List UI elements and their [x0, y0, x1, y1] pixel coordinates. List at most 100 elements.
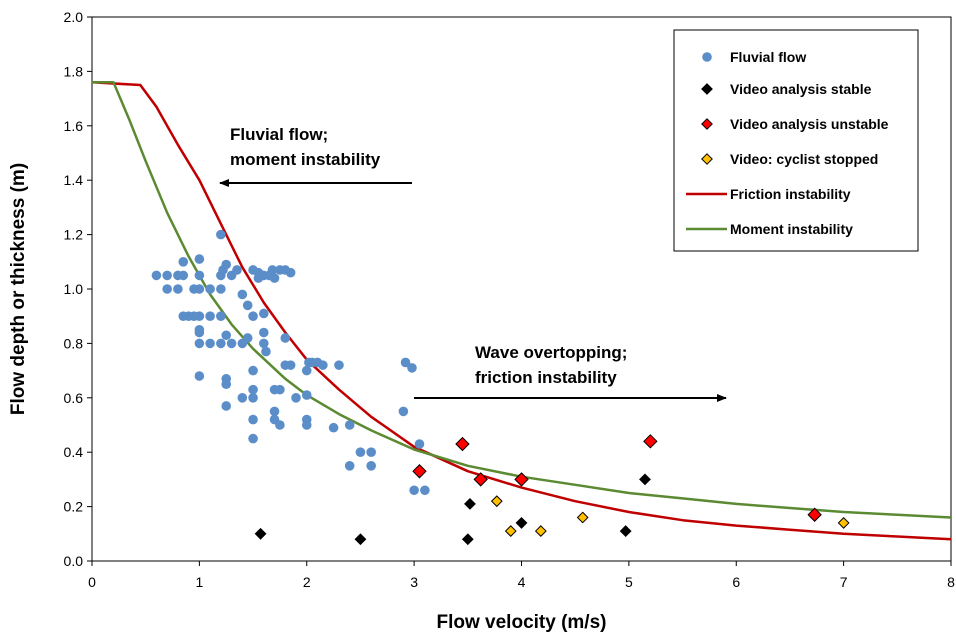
x-tick-label: 1 — [195, 574, 203, 590]
video-analysis-unstable-point — [412, 464, 427, 479]
video-analysis-stable-point — [639, 473, 651, 486]
fluvial-flow-point — [216, 284, 226, 294]
fluvial-flow-point — [400, 357, 411, 368]
fluvial-flow-point — [318, 360, 328, 370]
curves — [91, 81, 952, 541]
fluvial-flow-point — [162, 270, 172, 281]
y-tick-label: 1.4 — [64, 172, 84, 188]
fluvial-flow-point — [173, 284, 183, 294]
fluvial-flow-point — [151, 270, 162, 281]
video-cyclist-stopped-point — [504, 525, 517, 537]
y-tick-label: 0.0 — [64, 553, 84, 569]
fluvial-flow-point — [301, 420, 312, 430]
x-axis-title: Flow velocity (m/s) — [437, 612, 607, 633]
x-tick-label: 2 — [303, 574, 311, 590]
fluvial-flow-point — [285, 360, 296, 370]
video-analysis-stable-point — [254, 527, 267, 540]
fluvial-flow-point — [205, 311, 215, 322]
fluvial-flow-point — [259, 338, 269, 349]
fluvial-flow-point — [248, 365, 258, 376]
annotation-fluvial-line1: Fluvial flow; — [230, 125, 328, 144]
fluvial-flow-point — [194, 338, 205, 349]
x-tick-label: 6 — [732, 574, 740, 590]
y-tick-label: 1.0 — [64, 281, 84, 297]
fluvial-flow-point — [226, 338, 237, 349]
legend-box — [673, 29, 919, 252]
fluvial-flow-point — [407, 363, 417, 373]
fluvial-flow-point — [261, 346, 271, 357]
fluvial-flow-point — [409, 485, 419, 496]
fluvial-flow-point — [194, 311, 205, 322]
fluvial-flow-point — [259, 327, 269, 338]
data-points — [151, 229, 850, 546]
moment-instability-line — [92, 81, 952, 519]
fluvial-flow-point — [291, 393, 301, 403]
legend-swatch-video-analysis-unstable — [701, 118, 713, 130]
fluvial-flow-point — [248, 433, 258, 444]
fluvial-flow-point — [237, 289, 248, 300]
video-analysis-stable-point — [619, 525, 632, 537]
y-tick-label: 0.8 — [64, 335, 84, 351]
fluvial-flow-point — [344, 420, 355, 430]
fluvial-flow-point — [275, 384, 285, 395]
x-tick-label: 5 — [625, 574, 633, 590]
y-tick-label: 2.0 — [64, 9, 84, 25]
fluvial-flow-point — [366, 447, 376, 458]
fluvial-flow-point — [285, 267, 296, 278]
fluvial-flow-point — [216, 338, 226, 349]
fluvial-flow-point — [414, 439, 425, 449]
legend-label-video-analysis-unstable: Video analysis unstable — [730, 116, 889, 132]
legend-label-video-analysis-stable: Video analysis stable — [730, 81, 872, 97]
annotation-fluvial-line2: moment instability — [230, 150, 381, 169]
video-analysis-stable-point — [461, 533, 474, 546]
x-tick-label: 3 — [410, 574, 418, 590]
y-axis-title: Flow depth or thickness (m) — [8, 163, 29, 415]
fluvial-flow-point — [269, 406, 280, 417]
fluvial-flow-point — [205, 338, 215, 349]
x-tick-label: 0 — [88, 574, 96, 590]
fluvial-flow-point — [162, 284, 172, 294]
video-analysis-stable-point — [515, 517, 528, 529]
fluvial-flow-point — [178, 270, 189, 281]
fluvial-flow-point — [259, 308, 269, 319]
fluvial-flow-point — [344, 461, 355, 471]
fluvial-flow-point — [301, 390, 312, 400]
video-analysis-unstable-point — [455, 436, 470, 452]
fluvial-flow-point — [366, 461, 376, 471]
video-analysis-stable-point — [464, 497, 476, 510]
annotation-wave-line1: Wave overtopping; — [475, 343, 627, 362]
fluvial-flow-point — [237, 393, 248, 403]
y-tick-label: 0.2 — [64, 499, 84, 515]
video-analysis-stable-point — [354, 533, 367, 546]
y-tick-label: 0.6 — [64, 390, 84, 406]
fluvial-flow-point — [301, 365, 312, 376]
legend-swatch-video-analysis-stable — [701, 83, 713, 95]
fluvial-flow-point — [242, 333, 253, 343]
x-tick-label: 7 — [840, 574, 848, 590]
fluvial-flow-point — [355, 447, 366, 458]
fluvial-flow-point — [194, 254, 205, 264]
fluvial-flow-point — [194, 371, 205, 381]
fluvial-flow-point — [267, 265, 278, 275]
legend-label-friction-instability: Friction instability — [730, 186, 851, 202]
fluvial-flow-point — [420, 485, 430, 496]
x-tick-label: 4 — [518, 574, 526, 590]
fluvial-flow-point — [178, 257, 189, 267]
legend-label-moment-instability: Moment instability — [730, 221, 853, 237]
fluvial-flow-point — [242, 300, 253, 311]
fluvial-flow-point — [221, 401, 232, 411]
y-tick-label: 0.4 — [64, 444, 84, 460]
fluvial-flow-point — [216, 229, 226, 240]
fluvial-flow-point — [221, 330, 232, 341]
video-analysis-unstable-point — [643, 434, 658, 449]
fluvial-flow-point — [232, 265, 242, 275]
video-cyclist-stopped-point — [837, 517, 850, 529]
legend: Fluvial flow Video analysis stable Video a… — [673, 29, 919, 252]
fluvial-flow-point — [334, 360, 344, 370]
legend-label-video-cyclist-stopped: Video: cyclist stopped — [730, 151, 878, 167]
video-analysis-unstable-point — [807, 507, 822, 522]
fluvial-flow-point — [194, 284, 205, 294]
fluvial-flow-point — [398, 406, 409, 417]
video-cyclist-stopped-point — [534, 525, 547, 537]
